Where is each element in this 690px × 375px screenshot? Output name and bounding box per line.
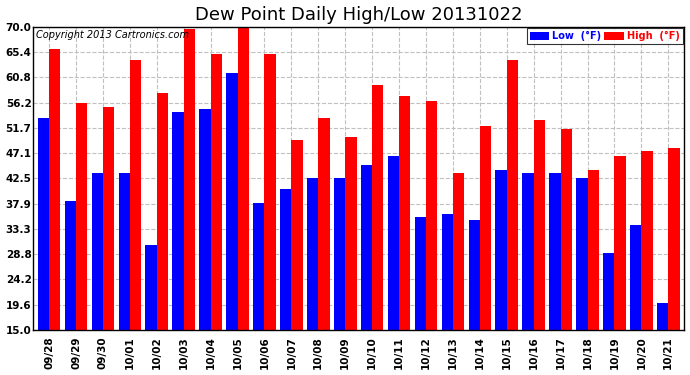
Text: Copyright 2013 Cartronics.com: Copyright 2013 Cartronics.com [36,30,189,39]
Bar [576,178,587,375]
Bar [146,245,157,375]
Bar [615,156,626,375]
Bar [442,214,453,375]
Bar [103,106,115,375]
Bar [560,129,572,375]
Bar [480,126,491,375]
Bar [549,173,560,375]
Bar [264,54,276,375]
Bar [92,173,103,375]
Bar [157,93,168,375]
Bar [318,118,330,375]
Bar [506,60,518,375]
Bar [345,137,357,375]
Bar [453,173,464,375]
Bar [372,84,384,375]
Bar [415,217,426,375]
Bar [533,120,545,375]
Bar [587,170,599,375]
Bar [172,112,184,375]
Bar [334,178,345,375]
Bar [630,225,642,375]
Title: Dew Point Daily High/Low 20131022: Dew Point Daily High/Low 20131022 [195,6,522,24]
Bar [253,203,264,375]
Bar [199,110,210,375]
Bar [426,101,437,375]
Bar [307,178,318,375]
Bar [603,253,615,375]
Bar [291,140,303,375]
Bar [642,151,653,375]
Bar [388,156,399,375]
Bar [657,303,669,375]
Bar [237,24,249,375]
Bar [399,96,411,375]
Bar [280,189,291,375]
Bar [522,173,533,375]
Bar [119,173,130,375]
Bar [210,54,222,375]
Bar [469,220,480,375]
Bar [49,49,61,375]
Bar [669,148,680,375]
Bar [361,165,372,375]
Legend: Low  (°F), High  (°F): Low (°F), High (°F) [527,28,682,44]
Bar [495,170,506,375]
Bar [226,74,237,375]
Bar [65,201,76,375]
Bar [38,118,49,375]
Bar [76,103,88,375]
Bar [184,29,195,375]
Bar [130,60,141,375]
